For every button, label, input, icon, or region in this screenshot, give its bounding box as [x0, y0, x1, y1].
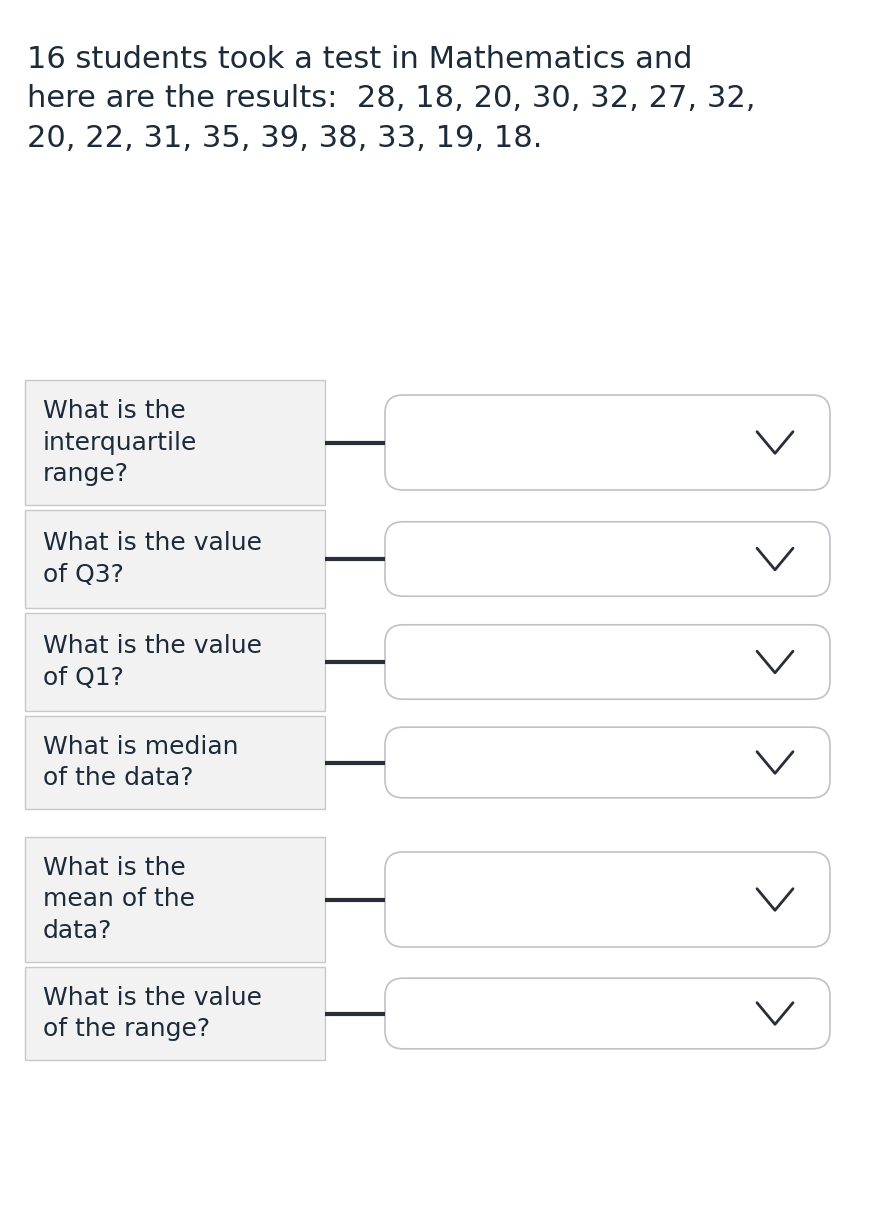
- FancyBboxPatch shape: [25, 715, 325, 808]
- FancyBboxPatch shape: [25, 510, 325, 608]
- Text: What is the
mean of the
data?: What is the mean of the data?: [43, 856, 195, 943]
- FancyBboxPatch shape: [385, 625, 830, 699]
- Text: What is the value
of Q3?: What is the value of Q3?: [43, 532, 262, 587]
- FancyBboxPatch shape: [25, 967, 325, 1060]
- FancyBboxPatch shape: [385, 522, 830, 597]
- Text: What is the
interquartile
range?: What is the interquartile range?: [43, 399, 197, 486]
- FancyBboxPatch shape: [385, 978, 830, 1049]
- Text: What is median
of the data?: What is median of the data?: [43, 735, 238, 790]
- FancyBboxPatch shape: [25, 380, 325, 505]
- FancyBboxPatch shape: [385, 394, 830, 490]
- FancyBboxPatch shape: [385, 728, 830, 797]
- Text: What is the value
of Q1?: What is the value of Q1?: [43, 635, 262, 690]
- Text: 16 students took a test in Mathematics and
here are the results:  28, 18, 20, 30: 16 students took a test in Mathematics a…: [27, 45, 756, 153]
- FancyBboxPatch shape: [25, 837, 325, 962]
- FancyBboxPatch shape: [385, 853, 830, 947]
- Text: What is the value
of the range?: What is the value of the range?: [43, 986, 262, 1041]
- FancyBboxPatch shape: [25, 612, 325, 710]
